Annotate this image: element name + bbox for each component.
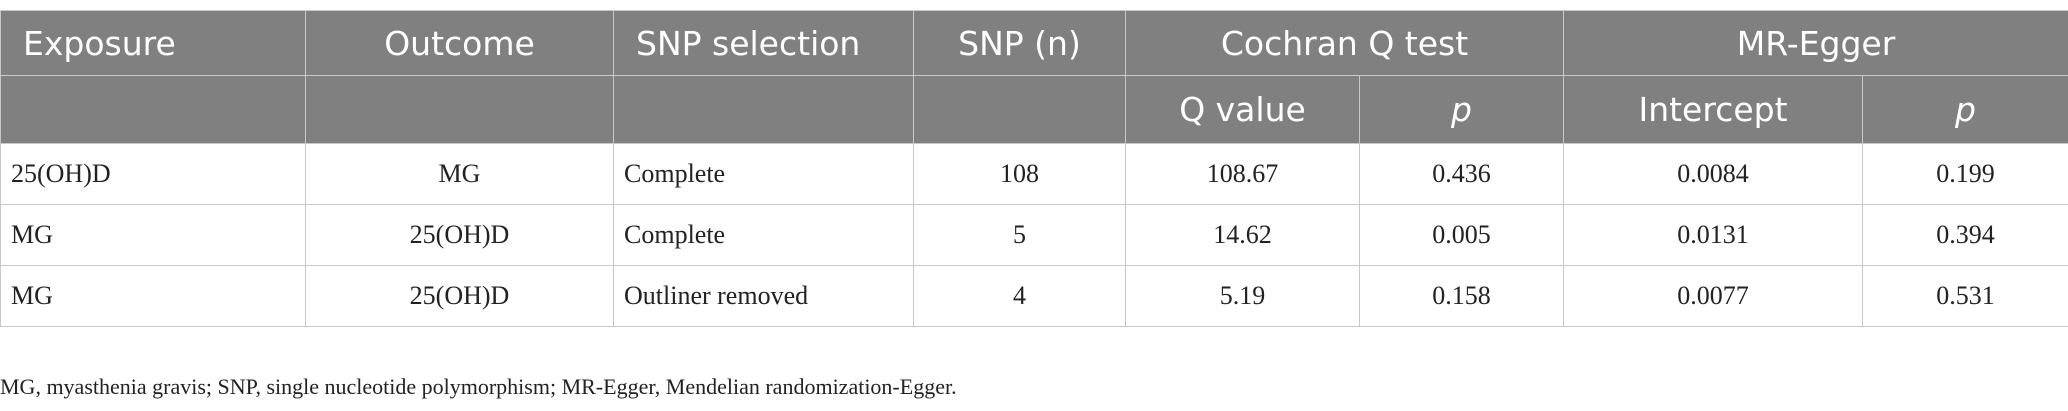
table-cell: 5: [913, 204, 1126, 266]
table-cell: 25(OH)D: [305, 204, 614, 266]
table-cell: 0.0077: [1563, 265, 1864, 327]
header-cell: SNP selection: [613, 10, 914, 76]
table-cell: 4: [913, 265, 1126, 327]
table-cell: 108: [913, 143, 1126, 205]
data-table: Exposure Outcome SNP selection SNP (n) C…: [0, 10, 2068, 327]
table-cell: 25(OH)D: [305, 265, 614, 327]
table-cell: 25(OH)D: [0, 143, 306, 205]
table-cell: 0.158: [1358, 265, 1565, 327]
header-cell: MR-Egger: [1563, 10, 2068, 76]
header-cell: [913, 75, 1126, 144]
header-row: Exposure Outcome SNP selection SNP (n) C…: [0, 10, 2068, 76]
header-cell: Intercept: [1563, 75, 1864, 144]
table-cell: MG: [0, 204, 306, 266]
table-cell: 108.67: [1125, 143, 1360, 205]
table-cell: 0.531: [1862, 265, 2068, 327]
table-row: 25(OH)D MG Complete 108 108.67 0.436 0.0084 0.1…: [0, 143, 2068, 205]
table-cell: 0.0131: [1563, 204, 1864, 266]
table-row: MG 25(OH)D Complete 5 14.62 0.005 0.0131 0.394: [0, 204, 2068, 266]
table-cell: Outliner removed: [613, 265, 914, 327]
header-cell: Exposure: [0, 10, 306, 76]
table-cell: Complete: [613, 204, 914, 266]
header-cell: Outcome: [305, 10, 614, 76]
header-cell: [0, 75, 306, 144]
header-cell: p: [1862, 75, 2068, 144]
table-cell: 14.62: [1125, 204, 1360, 266]
header-cell: Cochran Q test: [1124, 10, 1565, 76]
header-cell: Q value: [1125, 75, 1360, 144]
table-cell: 0.199: [1862, 143, 2068, 205]
header-cell: [305, 75, 614, 144]
table-cell: 0.0084: [1563, 143, 1864, 205]
table-row: MG 25(OH)D Outliner removed 4 5.19 0.158 0.007…: [0, 265, 2068, 327]
table-cell: 0.005: [1358, 204, 1565, 266]
footnote: MG, myasthenia gravis; SNP, single nucle…: [0, 374, 957, 399]
header-cell: [613, 75, 914, 144]
table-body: 25(OH)D MG Complete 108 108.67 0.436 0.0084 0.1…: [0, 143, 2068, 327]
table-cell: 0.394: [1862, 204, 2068, 266]
table-cell: MG: [305, 143, 614, 205]
header-cell: SNP (n): [913, 10, 1126, 76]
header-cell: p: [1358, 75, 1565, 144]
table-cell: 0.436: [1358, 143, 1565, 205]
table-cell: MG: [0, 265, 306, 327]
table-cell: Complete: [613, 143, 914, 205]
header-row: Q value p Intercept p: [0, 75, 2068, 144]
table-cell: 5.19: [1125, 265, 1360, 327]
